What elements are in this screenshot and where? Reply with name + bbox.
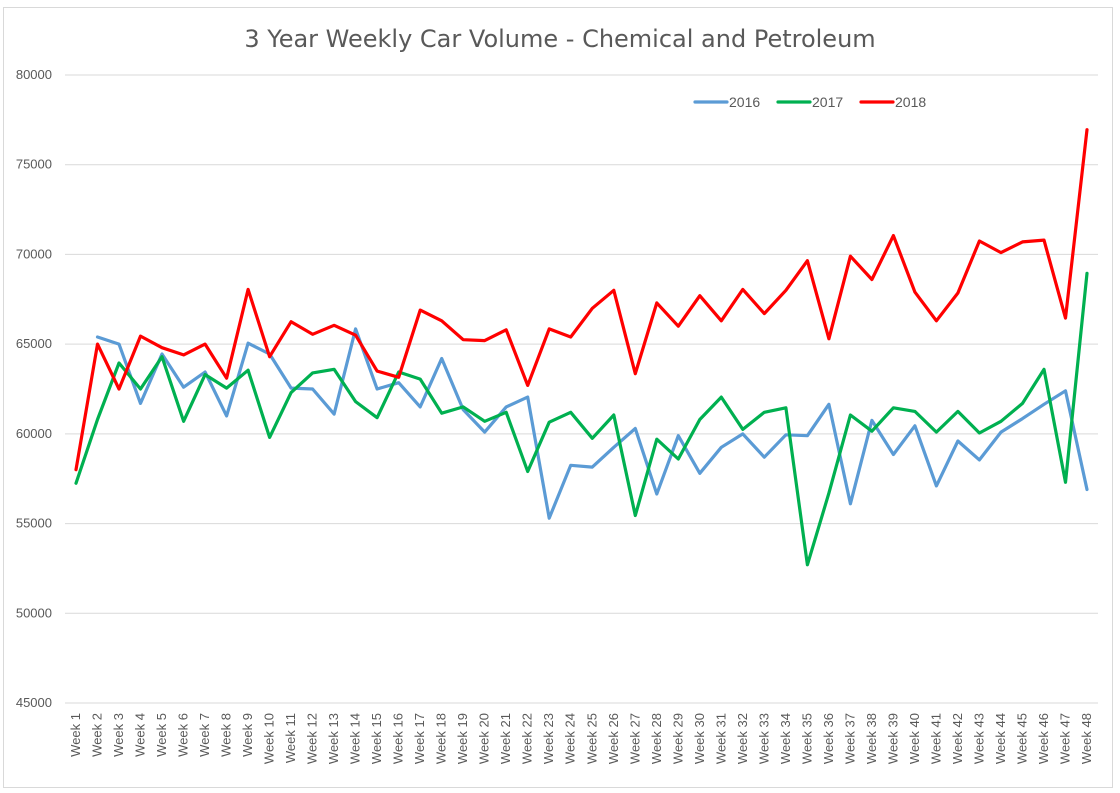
x-tick-label: Week 44 [993, 713, 1008, 764]
x-tick-label: Week 15 [369, 713, 384, 764]
legend: 2016 2017 2018 [693, 94, 926, 110]
x-tick-label: Week 18 [434, 713, 449, 764]
x-tick-label: Week 21 [498, 713, 513, 764]
x-tick-label: Week 2 [90, 713, 105, 757]
y-axis-ticks: 45000 50000 55000 60000 65000 70000 75000 80000 [16, 67, 52, 710]
legend-label-2017: 2017 [812, 94, 843, 110]
x-tick-label: Week 16 [391, 713, 406, 764]
x-tick-label: Week 17 [412, 713, 427, 764]
x-tick-label: Week 12 [305, 713, 320, 764]
x-tick-label: Week 41 [928, 713, 943, 764]
x-tick-label: Week 11 [283, 713, 298, 763]
x-tick-label: Week 26 [606, 713, 621, 764]
series-line-2018 [74, 128, 1089, 472]
x-tick-label: Week 30 [692, 713, 707, 764]
series-line-2016 [95, 327, 1089, 520]
x-tick-label: Week 38 [864, 713, 879, 764]
x-tick-label: Week 37 [842, 713, 857, 764]
x-tick-label: Week 34 [778, 713, 793, 764]
x-tick-label: Week 46 [1036, 713, 1051, 764]
y-tick-label: 70000 [16, 246, 52, 261]
x-tick-label: Week 1 [68, 713, 83, 757]
y-tick-label: 45000 [16, 695, 52, 710]
legend-label-2018: 2018 [895, 94, 926, 110]
x-tick-label: Week 24 [563, 713, 578, 764]
x-tick-label: Week 9 [240, 713, 255, 757]
x-tick-label: Week 39 [885, 713, 900, 764]
legend-label-2016: 2016 [729, 94, 760, 110]
chart-title: 3 Year Weekly Car Volume - Chemical and … [244, 25, 875, 53]
x-tick-label: Week 28 [649, 713, 664, 764]
x-tick-label: Week 7 [197, 713, 212, 757]
x-tick-label: Week 20 [477, 713, 492, 764]
series-line-2017 [74, 271, 1089, 567]
x-axis-ticks: Week 1 Week 2 Week 3 Week 4 Week 5 Week 6 Week… [68, 713, 1094, 764]
gridlines [65, 74, 1098, 704]
x-tick-label: Week 32 [735, 713, 750, 764]
x-tick-label: Week 10 [262, 713, 277, 764]
x-tick-label: Week 35 [799, 713, 814, 764]
x-tick-label: Week 4 [133, 713, 148, 757]
y-tick-label: 75000 [16, 157, 52, 172]
x-tick-label: Week 13 [326, 713, 341, 764]
x-tick-label: Week 33 [756, 713, 771, 764]
x-tick-label: Week 3 [111, 713, 126, 757]
x-tick-label: Week 25 [584, 713, 599, 764]
x-tick-label: Week 8 [219, 713, 234, 757]
series-lines [74, 128, 1089, 567]
chart-frame [3, 7, 1113, 788]
x-tick-label: Week 22 [520, 713, 535, 764]
x-tick-label: Week 47 [1057, 713, 1072, 764]
y-tick-label: 60000 [16, 426, 52, 441]
y-tick-label: 50000 [16, 605, 52, 620]
x-tick-label: Week 27 [627, 713, 642, 764]
x-tick-label: Week 19 [455, 713, 470, 764]
x-tick-label: Week 5 [154, 713, 169, 757]
x-tick-label: Week 6 [176, 713, 191, 757]
x-tick-label: Week 36 [821, 713, 836, 764]
x-tick-label: Week 43 [971, 713, 986, 764]
x-tick-label: Week 42 [950, 713, 965, 764]
x-tick-label: Week 40 [907, 713, 922, 764]
x-tick-label: Week 48 [1079, 713, 1094, 764]
x-tick-label: Week 45 [1014, 713, 1029, 764]
x-tick-label: Week 23 [541, 713, 556, 764]
x-tick-label: Week 31 [713, 713, 728, 764]
x-tick-label: Week 29 [670, 713, 685, 764]
y-tick-label: 65000 [16, 336, 52, 351]
y-tick-label: 80000 [16, 67, 52, 82]
x-tick-label: Week 14 [348, 713, 363, 764]
y-tick-label: 55000 [16, 516, 52, 531]
